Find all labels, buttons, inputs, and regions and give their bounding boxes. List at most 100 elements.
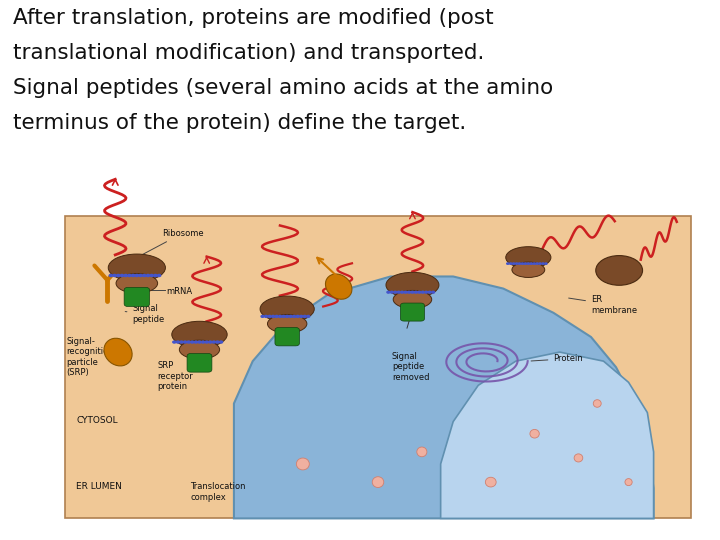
Ellipse shape: [625, 478, 632, 485]
Ellipse shape: [208, 340, 212, 344]
Ellipse shape: [506, 262, 510, 265]
Ellipse shape: [523, 262, 527, 265]
FancyBboxPatch shape: [275, 328, 300, 346]
Ellipse shape: [274, 315, 279, 318]
Ellipse shape: [529, 262, 533, 265]
Ellipse shape: [512, 262, 516, 265]
Ellipse shape: [393, 291, 397, 294]
Ellipse shape: [512, 262, 545, 278]
Ellipse shape: [539, 262, 542, 265]
Ellipse shape: [535, 262, 539, 265]
FancyBboxPatch shape: [400, 303, 425, 321]
Ellipse shape: [104, 338, 132, 366]
Ellipse shape: [515, 262, 518, 265]
Ellipse shape: [485, 477, 496, 487]
Ellipse shape: [544, 262, 548, 265]
Ellipse shape: [295, 315, 300, 318]
Ellipse shape: [593, 400, 601, 407]
Polygon shape: [441, 352, 654, 518]
Ellipse shape: [424, 291, 428, 294]
Text: mRNA: mRNA: [166, 287, 192, 296]
Ellipse shape: [505, 247, 551, 268]
Ellipse shape: [278, 315, 282, 318]
Ellipse shape: [289, 315, 293, 318]
Ellipse shape: [123, 274, 128, 277]
Ellipse shape: [397, 291, 401, 294]
Ellipse shape: [595, 255, 642, 285]
Ellipse shape: [302, 315, 307, 318]
Ellipse shape: [282, 315, 286, 318]
Ellipse shape: [212, 340, 216, 344]
Ellipse shape: [138, 274, 143, 277]
Ellipse shape: [292, 315, 297, 318]
Text: After translation, proteins are modified (post: After translation, proteins are modified…: [13, 8, 494, 28]
Ellipse shape: [532, 262, 536, 265]
Ellipse shape: [116, 274, 121, 277]
Ellipse shape: [393, 291, 432, 308]
Ellipse shape: [186, 340, 191, 344]
Text: Signal peptides (several amino acids at the amino: Signal peptides (several amino acids at …: [13, 78, 553, 98]
Ellipse shape: [414, 291, 418, 294]
Ellipse shape: [386, 272, 439, 298]
Ellipse shape: [116, 274, 158, 293]
FancyBboxPatch shape: [187, 354, 212, 372]
Ellipse shape: [157, 274, 161, 277]
Ellipse shape: [135, 274, 139, 277]
Ellipse shape: [261, 315, 265, 318]
Ellipse shape: [410, 291, 415, 294]
Ellipse shape: [145, 274, 150, 277]
Ellipse shape: [153, 274, 158, 277]
Text: ER
membrane: ER membrane: [569, 295, 637, 315]
Ellipse shape: [325, 274, 352, 299]
Ellipse shape: [541, 262, 545, 265]
Text: Protein: Protein: [531, 354, 583, 363]
Ellipse shape: [526, 262, 530, 265]
Text: CYTOSOL: CYTOSOL: [76, 416, 117, 424]
FancyBboxPatch shape: [124, 287, 150, 307]
Ellipse shape: [142, 274, 147, 277]
Text: Ribosome: Ribosome: [135, 228, 204, 259]
Ellipse shape: [509, 262, 513, 265]
Ellipse shape: [521, 262, 524, 265]
Ellipse shape: [518, 262, 521, 265]
Text: Signal
peptide
removed: Signal peptide removed: [392, 352, 429, 382]
Ellipse shape: [417, 291, 421, 294]
Ellipse shape: [176, 340, 180, 344]
Ellipse shape: [108, 254, 166, 281]
Ellipse shape: [390, 291, 394, 294]
Ellipse shape: [574, 454, 582, 462]
Ellipse shape: [400, 291, 405, 294]
Text: translational modification) and transported.: translational modification) and transpor…: [13, 43, 485, 63]
Ellipse shape: [215, 340, 220, 344]
Ellipse shape: [267, 315, 271, 318]
Ellipse shape: [197, 340, 202, 344]
Text: Signal-
recognition
particle
(SRP): Signal- recognition particle (SRP): [66, 337, 114, 377]
Ellipse shape: [201, 340, 205, 344]
Ellipse shape: [194, 340, 198, 344]
Ellipse shape: [131, 274, 135, 277]
Ellipse shape: [219, 340, 223, 344]
Ellipse shape: [372, 477, 384, 488]
Ellipse shape: [112, 274, 117, 277]
Ellipse shape: [127, 274, 132, 277]
Ellipse shape: [530, 429, 539, 438]
Ellipse shape: [403, 291, 408, 294]
FancyBboxPatch shape: [65, 216, 691, 518]
Text: Translocation
complex: Translocation complex: [190, 482, 246, 502]
Ellipse shape: [179, 340, 220, 359]
Polygon shape: [234, 276, 654, 518]
Text: ER LUMEN: ER LUMEN: [76, 482, 122, 491]
Ellipse shape: [407, 291, 411, 294]
Ellipse shape: [285, 315, 289, 318]
Ellipse shape: [386, 291, 390, 294]
Text: SRP
receptor
protein: SRP receptor protein: [158, 361, 193, 391]
Ellipse shape: [299, 315, 303, 318]
Ellipse shape: [428, 291, 432, 294]
Ellipse shape: [297, 458, 310, 470]
Text: Signal
peptide: Signal peptide: [125, 305, 165, 324]
Ellipse shape: [271, 315, 275, 318]
Ellipse shape: [172, 340, 176, 344]
Ellipse shape: [204, 340, 209, 344]
Ellipse shape: [109, 274, 113, 277]
Ellipse shape: [417, 447, 427, 457]
